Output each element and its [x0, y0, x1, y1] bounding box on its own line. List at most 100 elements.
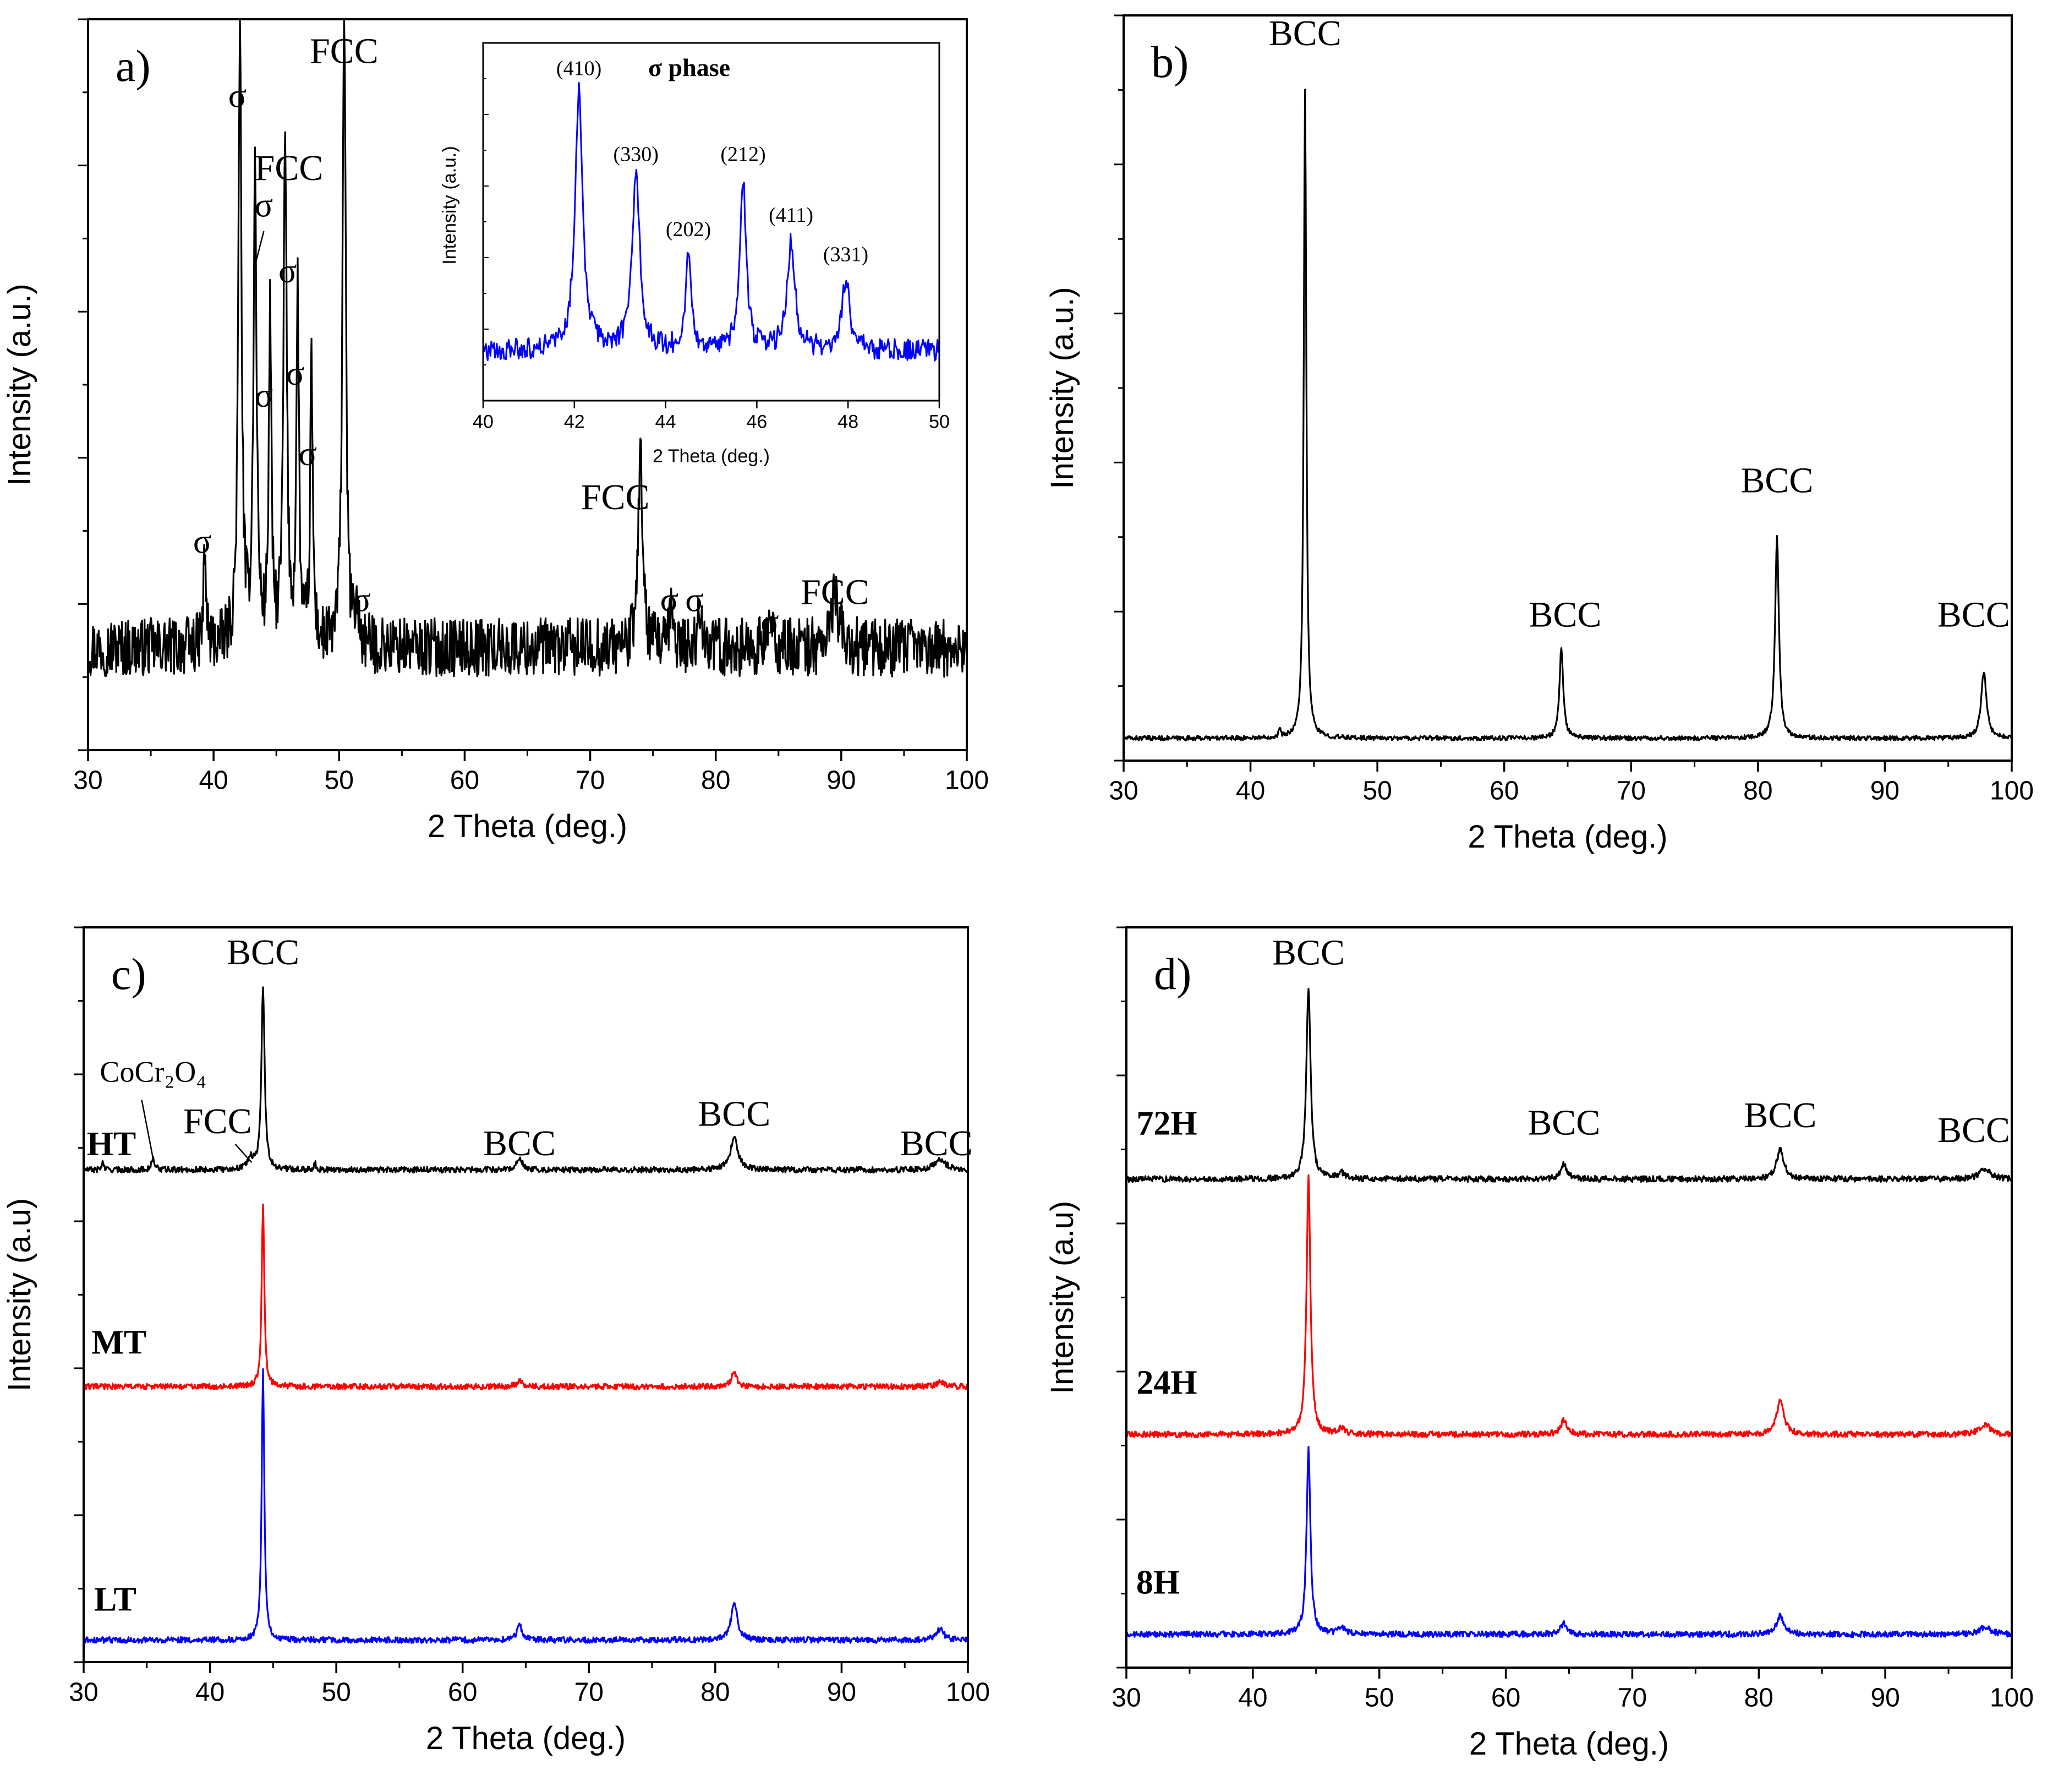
x-tick-label: 70 [576, 766, 605, 795]
series-line-24H [1125, 1174, 2013, 1439]
x-tick-label: 80 [1744, 1683, 1773, 1712]
peak-annotation: σ [353, 582, 371, 619]
x-axis-label: 2 Theta (deg.) [1469, 1726, 1669, 1762]
x-tick-label: 80 [701, 766, 730, 795]
x-tick-label: 90 [827, 1678, 856, 1707]
panel-d: 30 40 50 60 70 80 90 100 2 Theta (deg.) Intensity… [1044, 926, 2034, 1762]
series-line-σ phase [483, 81, 940, 362]
x-tick-label: 80 [700, 1678, 730, 1707]
leader-line [255, 231, 265, 261]
x-tick-label: 50 [1362, 776, 1392, 805]
peak-annotation: FCC [255, 148, 324, 188]
inset-background [483, 43, 939, 401]
x-tick-label: 42 [564, 412, 585, 433]
peak-annotation: (202) [666, 218, 711, 241]
series-line-MT [83, 1203, 968, 1391]
plot-frame [1125, 926, 2013, 1669]
x-axis-label: 2 Theta (deg.) [428, 808, 627, 844]
x-tick-label: 90 [1870, 776, 1899, 805]
x-tick-label: 100 [1990, 1683, 2034, 1712]
peak-annotation: σ [255, 377, 273, 414]
peak-annotation: σ [299, 435, 317, 473]
peak-annotation: BCC [227, 932, 299, 973]
panel-undefined-inset: 40 42 44 46 48 50 2 Theta (deg.) Intensity (a.u… [439, 42, 950, 467]
peak-annotation: σ [760, 604, 779, 641]
peak-annotation: BCC [1272, 932, 1345, 973]
peak-annotation: σ [685, 582, 703, 619]
x-axis-label: 2 Theta (deg.) [426, 1720, 626, 1756]
x-tick-label: 30 [1109, 776, 1138, 805]
peak-annotation: BCC [483, 1123, 556, 1163]
y-axis-label: Intensity (a.u) [2, 1198, 37, 1391]
x-tick-label: 40 [195, 1678, 225, 1707]
peak-annotation: σ [660, 582, 678, 619]
series-line-HT [83, 986, 969, 1174]
x-tick-label: 100 [1990, 776, 2034, 805]
y-axis-label: Intensity (a.u.) [439, 146, 460, 264]
x-tick-label: 70 [1617, 776, 1646, 805]
x-tick-label: 90 [1870, 1683, 1899, 1712]
x-tick-label: 70 [574, 1678, 604, 1707]
series-line-pattern [87, 19, 968, 678]
peak-annotation: (212) [720, 143, 765, 166]
peak-annotation: BCC [1528, 1103, 1600, 1143]
peak-annotation: σ [278, 253, 297, 290]
plot-frame [1123, 14, 2013, 762]
peak-annotation: σ [228, 77, 247, 114]
x-tick-label: 30 [73, 766, 102, 795]
series-line-pattern [1123, 89, 2012, 741]
x-tick-label: 100 [946, 1678, 990, 1707]
x-tick-label: 50 [325, 766, 354, 795]
panel-label: b) [1151, 37, 1189, 87]
panel-b: 30 40 50 60 70 80 90 100 2 Theta (deg.) Intensity… [1044, 13, 2034, 855]
x-tick-label: 40 [1236, 776, 1265, 805]
x-tick-label: 60 [450, 766, 479, 795]
x-tick-label: 48 [837, 412, 858, 433]
panel-label: a) [116, 41, 151, 91]
panel-label: c) [111, 949, 146, 999]
x-tick-label: 90 [826, 766, 856, 795]
x-tick-label: 40 [199, 766, 228, 795]
plot-frame [83, 926, 969, 1663]
peak-annotation: (331) [823, 243, 868, 266]
panel-label: d) [1154, 949, 1191, 999]
x-tick-label: 46 [746, 412, 767, 433]
x-axis-label: 2 Theta (deg.) [1468, 819, 1667, 855]
x-tick-label: 30 [69, 1678, 98, 1707]
x-tick-label: 30 [1112, 1683, 1141, 1712]
series-line-8H [1125, 1446, 2012, 1638]
peak-annotation: HT [87, 1126, 136, 1163]
peak-annotation: FCC [581, 477, 650, 517]
peak-annotation: BCC [698, 1094, 770, 1134]
y-axis-label: Intensity (a.u) [1044, 1201, 1080, 1394]
leader-line [234, 1143, 253, 1163]
peak-annotation: FCC [801, 572, 869, 612]
peak-annotation: (330) [614, 143, 659, 166]
peak-annotation: σ [193, 523, 211, 560]
x-tick-label: 44 [655, 412, 676, 433]
peak-annotation: 24H [1136, 1364, 1197, 1401]
series-line-72H [1125, 987, 2013, 1183]
peak-annotation: MT [91, 1324, 146, 1361]
peak-annotation: BCC [900, 1123, 973, 1163]
x-tick-label: 60 [1490, 776, 1519, 805]
peak-annotation: FCC [183, 1101, 252, 1141]
y-axis-label: Intensity (a.u.) [1044, 287, 1080, 489]
peak-annotation: BCC [1937, 1110, 2010, 1150]
peak-annotation: FCC [310, 31, 379, 72]
peak-annotation: σ [286, 355, 304, 392]
peak-annotation: 72H [1136, 1105, 1197, 1143]
x-tick-label: 100 [945, 766, 989, 795]
series-line-LT [83, 1368, 969, 1644]
y-axis-label: Intensity (a.u.) [2, 283, 37, 485]
peak-annotation: BCC [1744, 1095, 1816, 1135]
x-tick-label: 70 [1618, 1683, 1647, 1712]
panel-c: 30 40 50 60 70 80 90 100 2 Theta (deg.) Intensity… [2, 926, 990, 1756]
peak-annotation: CoCr₂O₄ [100, 1055, 206, 1088]
peak-annotation: BCC [1937, 594, 2010, 635]
x-tick-label: 60 [448, 1678, 477, 1707]
x-tick-label: 50 [929, 412, 950, 433]
peak-annotation: BCC [1740, 461, 1813, 501]
